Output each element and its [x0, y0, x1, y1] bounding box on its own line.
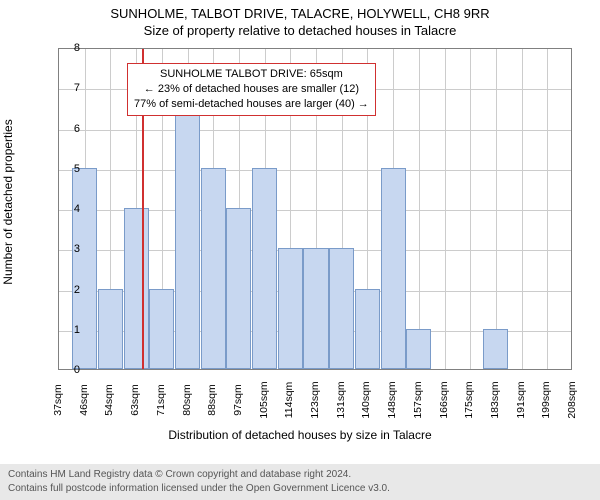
histogram-bar: [303, 248, 328, 369]
footer-line-2: Contains full postcode information licen…: [8, 482, 592, 496]
x-tick-label: 140sqm: [360, 381, 372, 418]
title-sub: Size of property relative to detached ho…: [0, 21, 600, 38]
histogram-bar: [483, 329, 508, 369]
x-tick-label: 37sqm: [52, 384, 64, 416]
gridline-v: [445, 49, 446, 369]
x-tick-label: 208sqm: [566, 381, 578, 418]
x-tick-label: 191sqm: [515, 381, 527, 418]
histogram-bar: [72, 168, 97, 369]
x-tick-label: 46sqm: [78, 384, 90, 416]
y-tick-label: 2: [50, 284, 80, 296]
y-axis-label: Number of detached properties: [1, 119, 15, 284]
x-axis-label: Distribution of detached houses by size …: [0, 428, 600, 442]
x-tick-label: 63sqm: [129, 384, 141, 416]
x-tick-label: 97sqm: [232, 384, 244, 416]
x-tick-label: 105sqm: [258, 381, 270, 418]
plot-area: SUNHOLME TALBOT DRIVE: 65sqm← 23% of det…: [58, 48, 572, 370]
gridline-v: [496, 49, 497, 369]
x-tick-label: 71sqm: [155, 384, 167, 416]
gridline-v: [522, 49, 523, 369]
x-tick-label: 148sqm: [386, 381, 398, 418]
x-tick-label: 199sqm: [540, 381, 552, 418]
annotation-line: 77% of semi-detached houses are larger (…: [134, 97, 369, 112]
footer: Contains HM Land Registry data © Crown c…: [0, 464, 600, 500]
y-tick-label: 7: [50, 82, 80, 94]
chart-container: Number of detached properties SUNHOLME T…: [0, 42, 600, 456]
x-tick-label: 183sqm: [489, 381, 501, 418]
gridline-v: [547, 49, 548, 369]
histogram-bar: [98, 289, 123, 370]
x-tick-label: 80sqm: [181, 384, 193, 416]
y-tick-label: 0: [50, 364, 80, 376]
y-tick-label: 4: [50, 203, 80, 215]
footer-line-1: Contains HM Land Registry data © Crown c…: [8, 468, 592, 482]
histogram-bar: [175, 87, 200, 369]
histogram-bar: [329, 248, 354, 369]
y-tick-label: 8: [50, 42, 80, 54]
histogram-bar: [226, 208, 251, 369]
x-tick-label: 157sqm: [412, 381, 424, 418]
y-tick-label: 1: [50, 324, 80, 336]
x-tick-label: 54sqm: [103, 384, 115, 416]
annotation-box: SUNHOLME TALBOT DRIVE: 65sqm← 23% of det…: [127, 63, 376, 116]
x-tick-label: 131sqm: [335, 381, 347, 418]
y-tick-label: 3: [50, 243, 80, 255]
title-main: SUNHOLME, TALBOT DRIVE, TALACRE, HOLYWEL…: [0, 0, 600, 21]
histogram-bar: [252, 168, 277, 369]
x-tick-label: 88sqm: [206, 384, 218, 416]
histogram-bar: [406, 329, 431, 369]
annotation-line: ← 23% of detached houses are smaller (12…: [134, 82, 369, 97]
histogram-bar: [355, 289, 380, 370]
y-tick-label: 6: [50, 123, 80, 135]
x-tick-label: 175sqm: [463, 381, 475, 418]
y-tick-label: 5: [50, 163, 80, 175]
gridline-v: [470, 49, 471, 369]
histogram-bar: [201, 168, 226, 369]
x-tick-label: 166sqm: [438, 381, 450, 418]
x-tick-label: 123sqm: [309, 381, 321, 418]
gridline-v: [419, 49, 420, 369]
histogram-bar: [149, 289, 174, 370]
histogram-bar: [278, 248, 303, 369]
histogram-bar: [381, 168, 406, 369]
histogram-bar: [124, 208, 149, 369]
annotation-line: SUNHOLME TALBOT DRIVE: 65sqm: [134, 67, 369, 82]
x-tick-label: 114sqm: [283, 382, 295, 419]
